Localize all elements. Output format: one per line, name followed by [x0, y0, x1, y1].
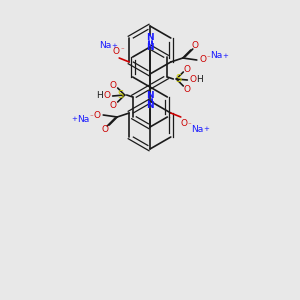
- Text: O: O: [109, 100, 116, 109]
- Text: Na: Na: [191, 124, 203, 134]
- Text: ⁻: ⁻: [120, 47, 124, 53]
- Text: O: O: [102, 124, 109, 134]
- Text: O: O: [184, 85, 191, 94]
- Text: Na: Na: [77, 115, 89, 124]
- Text: O: O: [103, 92, 110, 100]
- Text: ⁻: ⁻: [89, 114, 93, 120]
- Text: H: H: [96, 92, 103, 100]
- Text: O: O: [180, 119, 187, 128]
- Text: O: O: [94, 110, 101, 119]
- Text: +: +: [222, 53, 228, 59]
- Text: N: N: [146, 100, 154, 109]
- Text: +: +: [71, 116, 77, 122]
- Text: O: O: [191, 41, 198, 50]
- Text: ⁻: ⁻: [207, 55, 211, 61]
- Text: N: N: [146, 34, 154, 43]
- Text: +: +: [111, 43, 117, 49]
- Text: Na: Na: [210, 52, 222, 61]
- Text: O: O: [113, 46, 120, 56]
- Text: O: O: [190, 76, 197, 85]
- Text: N: N: [146, 43, 154, 52]
- Text: S: S: [175, 74, 182, 84]
- Text: +: +: [203, 126, 209, 132]
- Text: Na: Na: [99, 41, 111, 50]
- Text: ⁻: ⁻: [188, 122, 192, 128]
- Text: H: H: [196, 76, 203, 85]
- Text: O: O: [184, 64, 191, 74]
- Text: O: O: [109, 80, 116, 89]
- Text: N: N: [146, 92, 154, 100]
- Text: S: S: [118, 90, 124, 100]
- Text: O: O: [199, 56, 206, 64]
